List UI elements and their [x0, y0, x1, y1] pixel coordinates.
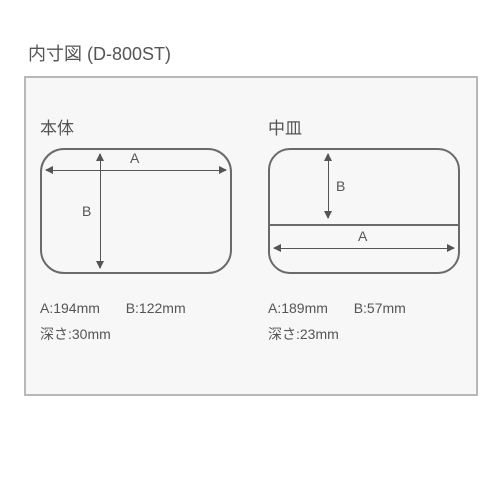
- right-a-label: A: [358, 228, 367, 244]
- left-b-arrow-b: [96, 261, 104, 269]
- right-b-value: B:57mm: [354, 300, 406, 316]
- right-divider: [268, 224, 460, 226]
- right-b-arrow-t: [324, 153, 332, 161]
- right-b-line: [328, 154, 329, 218]
- left-header: 本体: [40, 114, 74, 139]
- left-a-line: [46, 170, 226, 171]
- left-b-label: B: [82, 203, 91, 219]
- right-caption-line1: A:189mm B:57mm: [268, 300, 406, 316]
- right-a-value: A:189mm: [268, 300, 328, 316]
- left-a-value: A:194mm: [40, 300, 100, 316]
- left-b-value: B:122mm: [126, 300, 186, 316]
- left-a-label: A: [130, 150, 139, 166]
- right-tray-shape: [268, 148, 460, 274]
- left-caption-line2: 深さ:30mm: [40, 324, 111, 344]
- right-b-arrow-b: [324, 211, 332, 219]
- figure-title: 内寸図 (D-800ST): [28, 40, 171, 66]
- left-b-line: [100, 154, 101, 268]
- right-a-line: [274, 248, 454, 249]
- left-body-shape: [40, 148, 232, 274]
- left-a-arrow-l: [45, 166, 53, 174]
- left-caption-line1: A:194mm B:122mm: [40, 300, 186, 316]
- left-a-arrow-r: [219, 166, 227, 174]
- right-b-label: B: [336, 178, 345, 194]
- left-b-arrow-t: [96, 153, 104, 161]
- right-a-arrow-l: [273, 244, 281, 252]
- right-caption-line2: 深さ:23mm: [268, 324, 339, 344]
- right-a-arrow-r: [447, 244, 455, 252]
- right-header: 中皿: [268, 114, 302, 139]
